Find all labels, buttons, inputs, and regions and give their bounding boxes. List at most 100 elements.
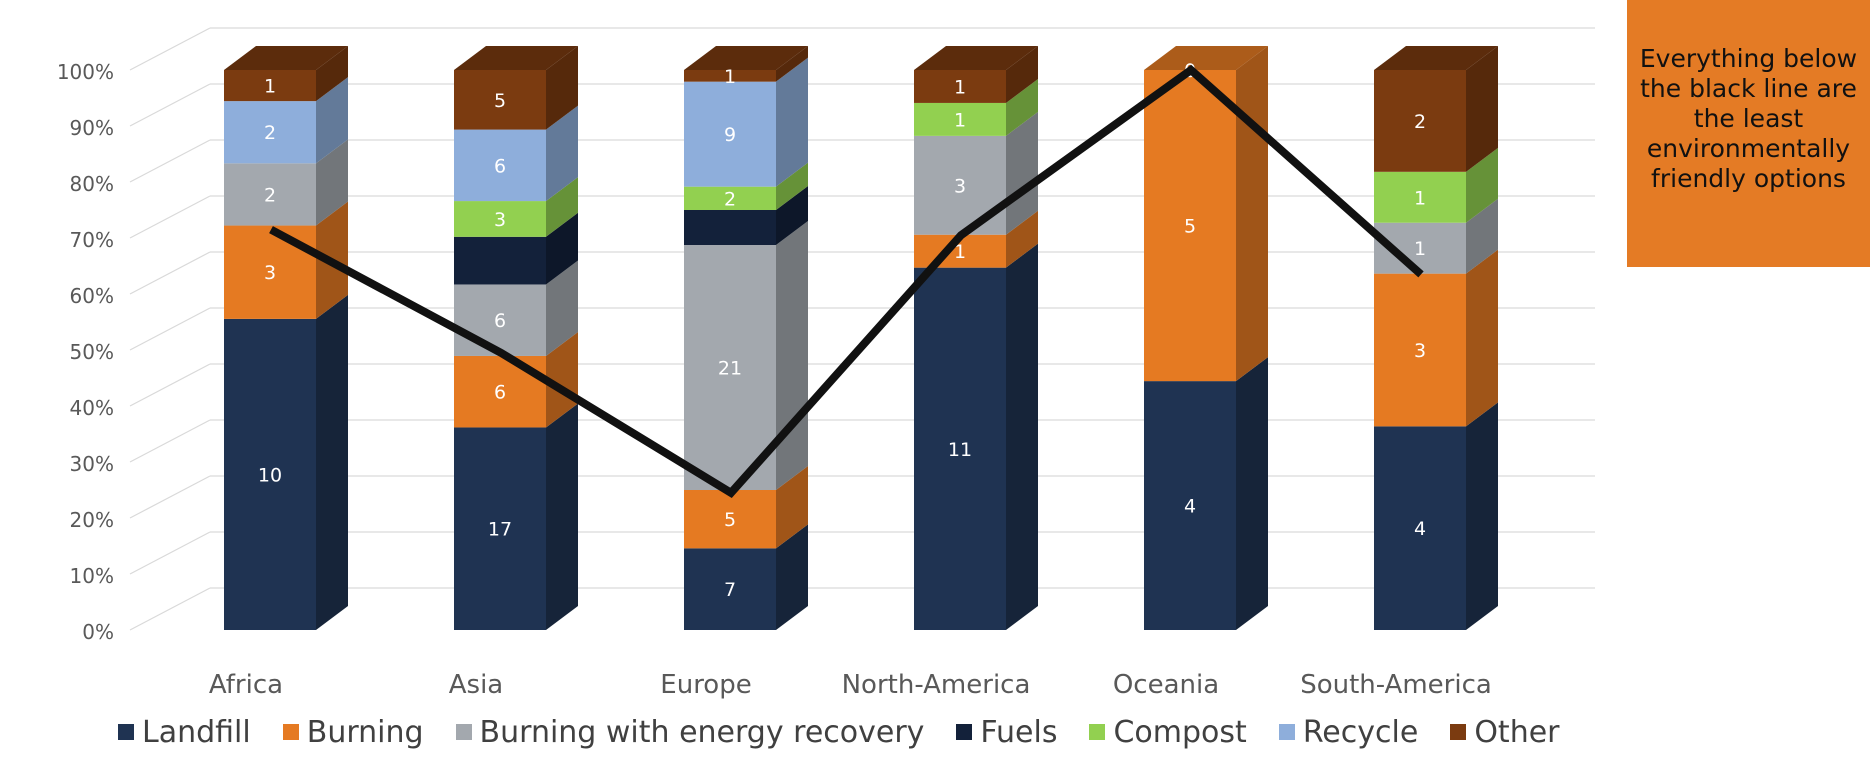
gridline-diagonal xyxy=(129,195,211,239)
bar-segment xyxy=(684,490,776,549)
gridlines xyxy=(129,27,1595,631)
gridline-diagonal xyxy=(129,475,211,519)
bar-segment xyxy=(454,70,546,130)
bar-segment xyxy=(224,318,316,630)
bar-side xyxy=(1466,198,1498,274)
data-label: 3 xyxy=(1414,340,1426,362)
bar-segment xyxy=(454,201,546,237)
legend-swatch xyxy=(282,724,299,740)
bar-side xyxy=(1466,249,1498,427)
bar-side xyxy=(1006,111,1038,235)
bar-top xyxy=(1144,46,1268,70)
x-tick-label: Africa xyxy=(209,670,283,700)
gridline-diagonal xyxy=(129,363,211,407)
y-tick-label: 50% xyxy=(70,340,114,364)
legend-item: Compost xyxy=(1089,715,1247,750)
bar-side xyxy=(546,260,578,356)
annotation-text: Everything below the black line are the … xyxy=(1639,44,1858,193)
bar-segment xyxy=(914,267,1006,630)
bar-segment xyxy=(224,101,316,164)
legend-swatch xyxy=(1450,724,1467,740)
bar-side xyxy=(546,331,578,428)
x-tick-label: South-America xyxy=(1300,670,1492,700)
data-label: 4 xyxy=(1414,518,1426,540)
bar-side xyxy=(1466,147,1498,223)
legend-label: Recycle xyxy=(1302,714,1419,750)
gridline-diagonal xyxy=(129,83,211,127)
legend-label: Burning with energy recovery xyxy=(479,714,925,750)
data-label: 11 xyxy=(948,439,972,461)
y-tick-label: 40% xyxy=(70,396,114,420)
legend-label: Burning xyxy=(306,714,424,750)
bar-top xyxy=(454,46,578,70)
bar-side xyxy=(1466,402,1498,630)
bar-side xyxy=(776,524,808,630)
y-tick-label: 30% xyxy=(70,452,114,476)
bar-segment xyxy=(684,186,776,210)
data-label: 1 xyxy=(1414,187,1426,209)
data-label: 3 xyxy=(494,209,506,231)
bar-segment xyxy=(684,70,776,82)
bar-segment xyxy=(454,284,546,356)
legend-item: Fuels xyxy=(956,715,1057,750)
legend-item: Landfill xyxy=(118,715,251,750)
bar-segment xyxy=(914,102,1006,136)
data-label: 2 xyxy=(264,184,276,206)
data-label: 3 xyxy=(954,175,966,197)
data-label: 2 xyxy=(264,122,276,144)
legend-swatch xyxy=(1089,724,1106,740)
bar-side xyxy=(316,46,348,102)
gridline-diagonal xyxy=(129,307,211,351)
bar-side xyxy=(776,162,808,210)
threshold-line xyxy=(269,64,1424,498)
bar-top xyxy=(684,46,808,70)
data-label: 1 xyxy=(954,76,966,98)
data-label: 7 xyxy=(724,579,736,601)
legend-label: Landfill xyxy=(142,714,251,750)
data-label: 17 xyxy=(488,519,512,541)
chart-legend: Landfill Burning Burning with energy recov… xyxy=(118,712,1592,752)
bar-side xyxy=(316,77,348,164)
bar-segment xyxy=(684,210,776,245)
bar-segment xyxy=(1374,171,1466,223)
data-label: 10 xyxy=(258,464,282,486)
legend-item: Recycle xyxy=(1278,714,1419,750)
bar-segment xyxy=(684,81,776,187)
data-label: 1 xyxy=(724,66,736,88)
data-label: 6 xyxy=(494,382,506,404)
bar-segment xyxy=(224,70,316,102)
y-tick-label: 0% xyxy=(82,620,114,644)
bar-side xyxy=(776,57,808,187)
bar-side xyxy=(546,105,578,202)
y-tick-label: 60% xyxy=(70,284,114,308)
y-tick-label: 70% xyxy=(70,228,114,252)
legend-item: Other xyxy=(1450,714,1560,750)
legend-label: Fuels xyxy=(980,714,1058,750)
bar-side xyxy=(776,466,808,549)
data-label: 5 xyxy=(494,90,506,112)
bar-segment xyxy=(1144,70,1236,382)
legend-item: Burning with energy recovery xyxy=(455,714,925,750)
x-tick-label: Asia xyxy=(449,670,504,700)
bar-side xyxy=(776,186,808,245)
data-label: 2 xyxy=(1414,111,1426,133)
bar-side xyxy=(316,139,348,226)
bar-segment xyxy=(684,548,776,630)
legend-label: Other xyxy=(1474,714,1560,750)
bar-side xyxy=(1236,357,1268,630)
data-label: 2 xyxy=(724,188,736,210)
bar-segment xyxy=(1374,273,1466,427)
gridline-diagonal xyxy=(129,251,211,295)
data-label: 5 xyxy=(1184,216,1196,238)
bar-segment xyxy=(1144,381,1236,630)
bar-top xyxy=(1374,46,1498,70)
x-tick-label: North-America xyxy=(842,670,1031,700)
bar-segment xyxy=(1374,70,1466,172)
bar-segment xyxy=(454,236,546,285)
legend-item: Burning xyxy=(282,714,424,750)
annotation-box: Everything below the black line are the … xyxy=(1627,0,1870,267)
bar-side xyxy=(1466,46,1498,172)
bar-side xyxy=(1236,46,1268,382)
bar-segment xyxy=(454,427,546,630)
